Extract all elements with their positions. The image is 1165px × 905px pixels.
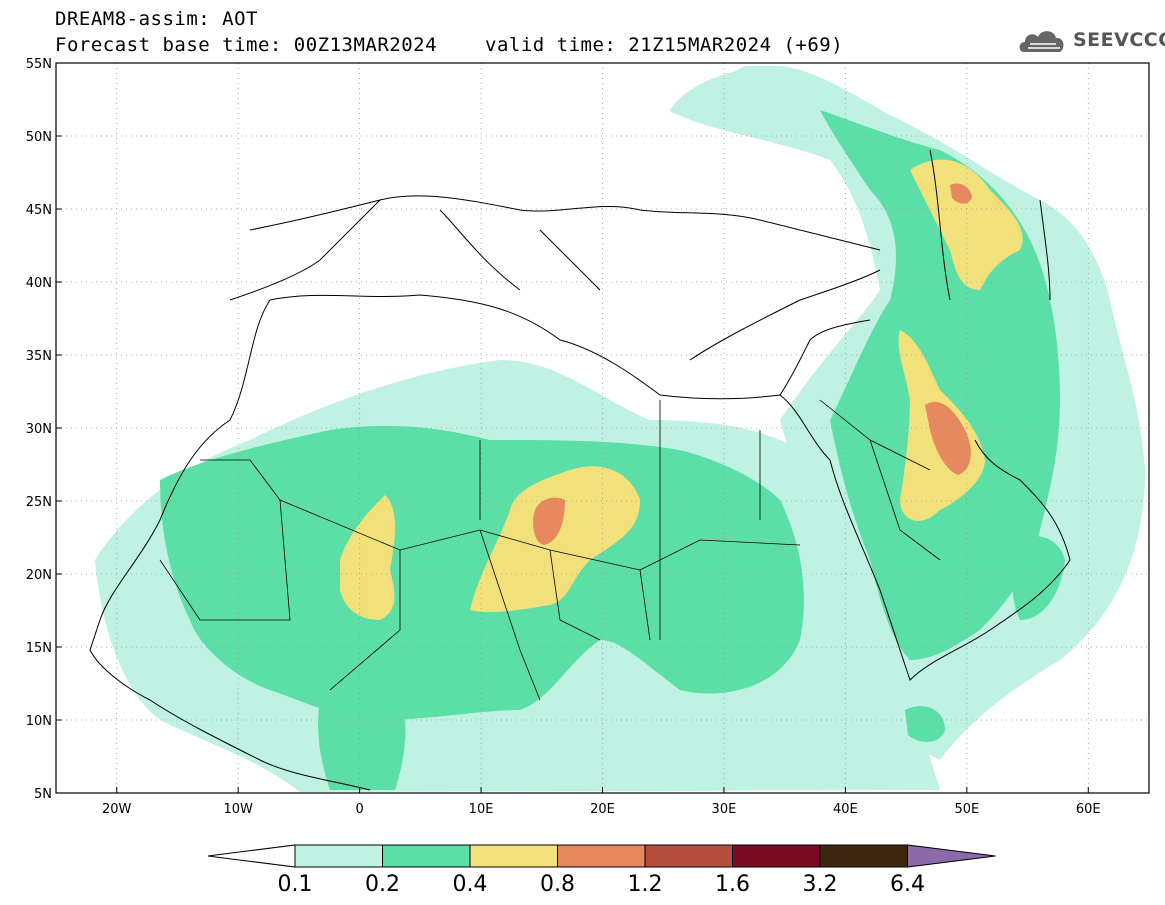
colorbar-label: 6.4 xyxy=(890,872,925,897)
logo-text: SEEVCCC xyxy=(1073,29,1165,51)
colorbar-label: 0.8 xyxy=(540,872,575,897)
lat-tick-label: 35N xyxy=(26,349,52,364)
lat-tick-label: 55N xyxy=(26,57,52,72)
lat-tick-label: 15N xyxy=(26,641,52,656)
lon-tick-label: 20W xyxy=(102,802,132,817)
colorbar-label: 1.2 xyxy=(628,872,663,897)
colorbar-under-triangle xyxy=(207,844,296,868)
colorbar-labels: 0.1 0.2 0.4 0.8 1.2 1.6 3.2 6.4 xyxy=(278,872,926,897)
colorbar-swatch xyxy=(382,844,471,868)
colorbar-swatch xyxy=(732,844,821,868)
colorbar-label: 3.2 xyxy=(803,872,838,897)
lat-tick-label: 40N xyxy=(26,276,52,291)
colorbar-swatch xyxy=(819,844,908,868)
colorbar-label: 0.2 xyxy=(365,872,400,897)
forecast-base-time: Forecast base time: 00Z13MAR2024 xyxy=(55,34,438,56)
lat-tick-label: 10N xyxy=(26,714,52,729)
colorbar-swatch xyxy=(294,844,383,868)
aot-field xyxy=(95,66,1145,792)
lon-tick-label: 10W xyxy=(223,802,253,817)
colorbar-label: 0.1 xyxy=(278,872,313,897)
coastlines xyxy=(89,149,1071,791)
colorbar-label: 0.4 xyxy=(453,872,488,897)
colorbar-over-triangle xyxy=(907,844,996,868)
lon-tick-label: 40E xyxy=(833,802,858,817)
latitude-labels: 55N 50N 45N 40N 35N 30N 25N 20N 15N 10N 5N xyxy=(26,57,62,802)
colorbar-label: 1.6 xyxy=(715,872,750,897)
lon-tick-label: 10E xyxy=(469,802,494,817)
lon-tick-label: 60E xyxy=(1076,802,1101,817)
colorbar xyxy=(207,844,996,868)
colorbar-swatch xyxy=(557,844,646,868)
lon-tick-label: 30E xyxy=(712,802,737,817)
cloud-icon xyxy=(1019,31,1064,52)
lat-tick-label: 25N xyxy=(26,495,52,510)
lon-tick-label: 50E xyxy=(954,802,979,817)
country-borders xyxy=(159,399,941,701)
lon-tick-label: 20E xyxy=(590,802,615,817)
colorbar-swatch xyxy=(469,844,558,868)
chart-title: DREAM8-assim: AOT xyxy=(55,8,258,30)
lat-tick-label: 50N xyxy=(26,130,52,145)
lat-tick-label: 45N xyxy=(26,203,52,218)
longitude-labels: 20W 10W 0 10E 20E 30E 40E 50E 60E xyxy=(102,787,1101,817)
lon-tick-label: 0 xyxy=(355,802,363,817)
lat-tick-label: 30N xyxy=(26,422,52,437)
valid-time: valid time: 21Z15MAR2024 (+69) xyxy=(485,34,844,56)
lat-tick-label: 20N xyxy=(26,568,52,583)
lat-tick-label: 5N xyxy=(34,787,52,802)
colorbar-swatch xyxy=(644,844,733,868)
